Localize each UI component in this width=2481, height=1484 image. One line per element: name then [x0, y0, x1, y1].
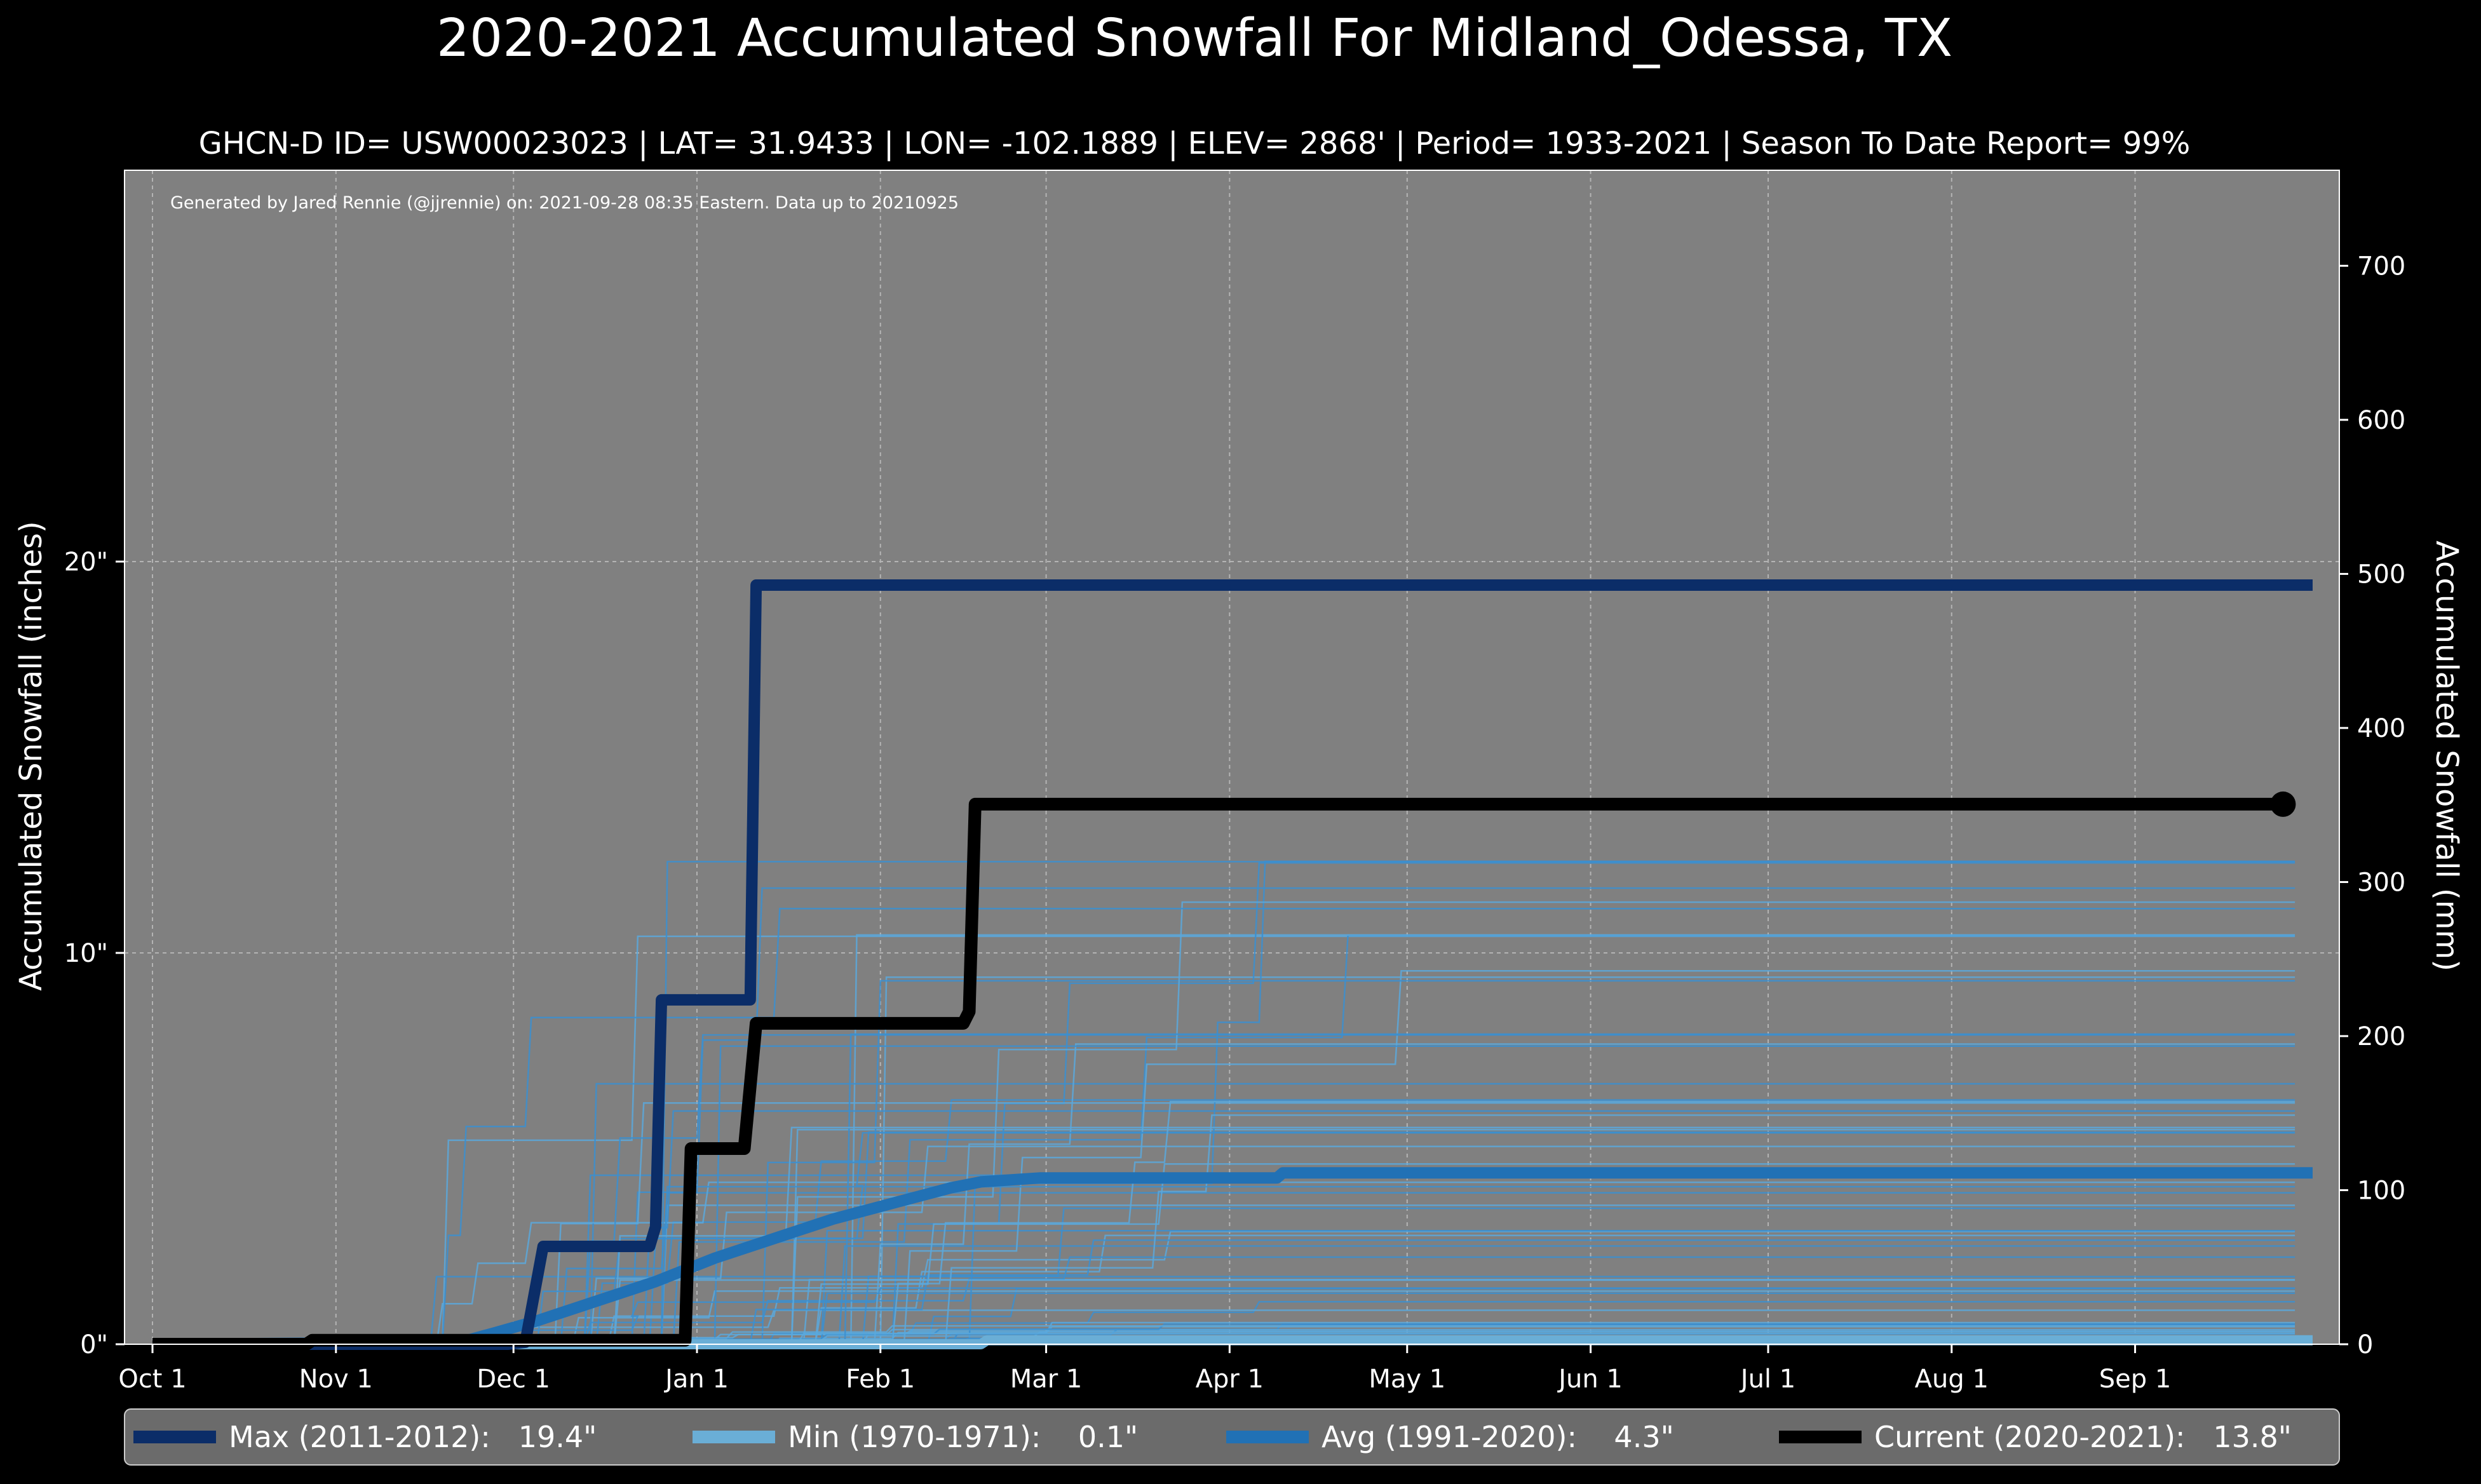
x-tick-label: Jul 1: [1739, 1365, 1795, 1394]
y-right-tick-label: 200: [2357, 1022, 2405, 1051]
plot-area: [125, 170, 2339, 1344]
series-lines: [152, 579, 2313, 1351]
y-axis-ticks-right: 0 100 200 300 400 500 600 700: [2339, 252, 2405, 1359]
x-tick-label: Jun 1: [1557, 1365, 1623, 1394]
current-season-endpoint: [2270, 791, 2296, 817]
legend-label: Max (2011-2012): 19.4": [229, 1420, 597, 1454]
legend-label: Current (2020-2021): 13.8": [1874, 1420, 2292, 1454]
x-tick-label: Nov 1: [299, 1365, 373, 1394]
x-tick-label: Oct 1: [118, 1365, 186, 1394]
x-tick-label: Jan 1: [663, 1365, 729, 1394]
series-line-avg: [152, 1167, 2313, 1350]
y-right-tick-label: 100: [2357, 1176, 2405, 1205]
plot-frame: [124, 170, 2340, 1345]
x-tick-label: Aug 1: [1915, 1365, 1989, 1394]
x-tick-label: Apr 1: [1196, 1365, 1264, 1394]
y-right-tick-label: 600: [2357, 406, 2405, 435]
x-tick-label: Mar 1: [1010, 1365, 1083, 1394]
y-right-tick-label: 500: [2357, 560, 2405, 589]
x-tick-label: Dec 1: [477, 1365, 550, 1394]
x-tick-label: Sep 1: [2099, 1365, 2172, 1394]
y-axis-label-right: Accumulated Snowfall (mm): [2429, 541, 2464, 971]
y-tick-label: 20": [64, 548, 108, 577]
legend-label: Min (1970-1971): 0.1": [788, 1420, 1138, 1454]
chart-subtitle: GHCN-D ID= USW00023023 | LAT= 31.9433 | …: [199, 126, 2191, 161]
x-tick-label: Feb 1: [846, 1365, 915, 1394]
legend: Max (2011-2012): 19.4" Min (1970-1971): 0…: [133, 1420, 2292, 1454]
credit-text: Generated by Jared Rennie (@jjrennie) on…: [170, 193, 959, 213]
x-tick-label: May 1: [1369, 1365, 1445, 1394]
y-right-tick-label: 300: [2357, 868, 2405, 897]
legend-label: Avg (1991-2020): 4.3": [1322, 1420, 1674, 1454]
y-right-tick-label: 0: [2357, 1330, 2373, 1359]
y-tick-label: 10": [64, 939, 108, 968]
y-right-tick-label: 400: [2357, 714, 2405, 743]
y-right-tick-label: 700: [2357, 252, 2405, 281]
y-tick-label: 0": [80, 1330, 108, 1359]
y-axis-ticks-left: 0" 10" 20": [64, 548, 125, 1359]
x-axis-ticks: Oct 1 Nov 1 Dec 1 Jan 1 Feb 1 Mar 1 Apr 1 May 1…: [118, 1344, 2171, 1394]
y-axis-label-left: Accumulated Snowfall (inches): [13, 521, 49, 991]
chart-title: 2020-2021 Accumulated Snowfall For Midla…: [436, 8, 1952, 69]
series-line-current: [152, 797, 2283, 1351]
